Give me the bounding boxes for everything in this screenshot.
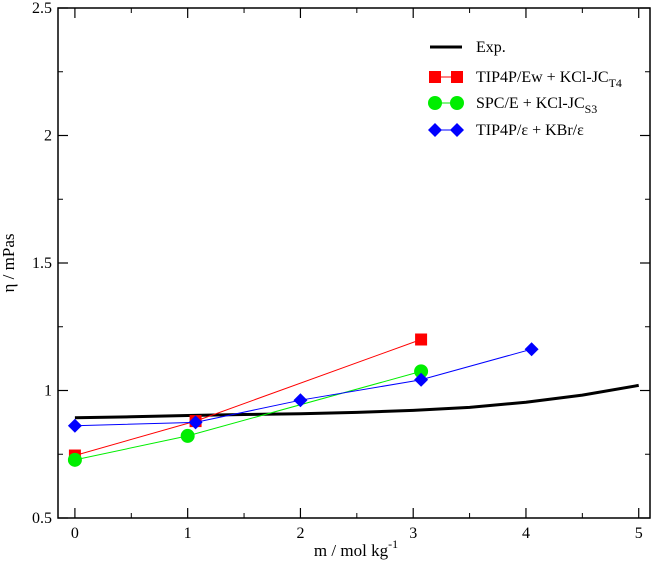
y-tick-label: 0.5 [32,510,52,527]
y-tick-label: 2 [44,128,52,145]
legend-label: TIP4P/Ew + KCl-JCT4 [476,69,622,90]
y-tick-label: 1 [44,383,52,400]
x-axis-label-superscript: -1 [388,537,398,551]
legend-marker [428,96,442,110]
legend-entry: TIP4P/Ew + KCl-JCT4 [429,69,622,90]
legend-entry: TIP4P/ε + KBr/ε [428,122,584,139]
legend-entry: SPC/E + KCl-JCS3 [428,95,597,116]
data-point [415,334,427,346]
series-layer [68,334,639,467]
data-point [68,453,82,467]
data-point [293,393,307,407]
legend-marker [429,71,441,83]
series-3 [68,342,539,433]
legend: Exp. TIP4P/Ew + KCl-JCT4 SPC/E + KCl-JCS3 T… [428,39,622,139]
series-1 [69,334,427,462]
data-point [525,342,539,356]
legend-label: SPC/E + KCl-JCS3 [476,95,597,116]
x-tick-label: 5 [635,525,643,542]
data-point [68,419,82,433]
x-tick-label: 3 [409,525,417,542]
legend-label: Exp. [476,39,506,56]
legend-marker [428,123,442,137]
viscosity-chart: 0 1 2 3 4 5 0.5 1 1.5 2 2.5 Exp. TIP4P/Ew + KCl-JCT… [0,0,654,570]
legend-label: TIP4P/ε + KBr/ε [476,122,584,139]
y-axis-label: η / mPas [0,234,18,293]
x-tick-label: 0 [71,525,79,542]
legend-entry: Exp. [430,39,506,56]
y-tick-label: 1.5 [32,255,52,272]
series-line [75,340,421,456]
x-axis-label: m / mol kg-1 [314,537,398,560]
y-tick-label: 2.5 [32,0,52,17]
x-tick-label: 4 [522,525,530,542]
x-tick-label: 1 [184,525,192,542]
legend-marker [451,71,463,83]
data-point [181,429,195,443]
x-tick-label: 2 [296,525,304,542]
legend-marker [450,96,464,110]
legend-marker [450,123,464,137]
